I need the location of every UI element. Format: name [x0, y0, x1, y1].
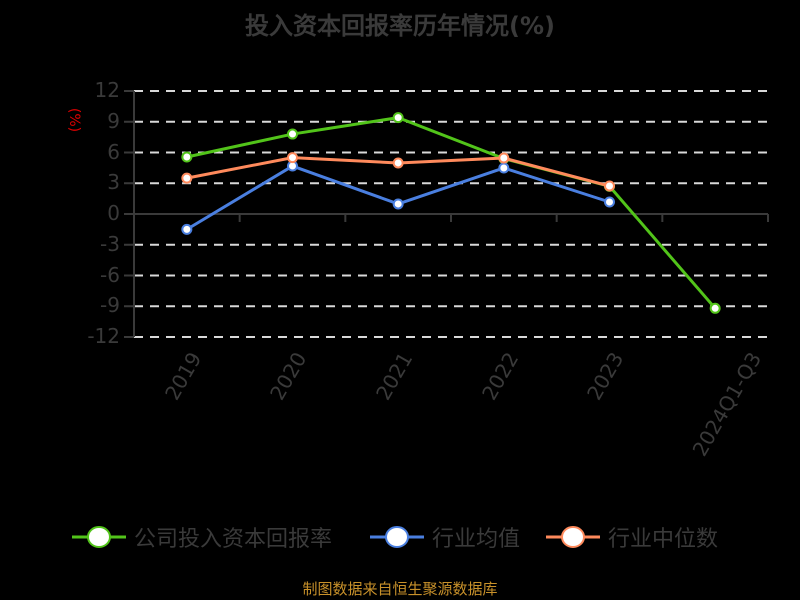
data-point	[604, 180, 615, 192]
legend-marker-industry-avg-icon	[370, 526, 424, 548]
legend: 公司投入资本回报率 行业均值 行业中位数	[0, 522, 800, 552]
y-tick-label: 0	[107, 201, 120, 225]
y-tick-label: 12	[94, 78, 120, 102]
data-point	[181, 151, 193, 163]
series-line-0	[186, 116, 717, 310]
data-source: 制图数据来自恒生聚源数据库	[302, 580, 498, 598]
data-point	[181, 223, 193, 235]
legend-label-industry-avg: 行业均值	[432, 527, 521, 552]
y-tick-label: 9	[107, 108, 120, 133]
data-point	[392, 157, 404, 169]
y-tick-label: -9	[100, 293, 120, 318]
legend-label-company: 公司投入资本回报率	[134, 527, 333, 552]
legend-marker-industry-median-icon	[546, 526, 600, 548]
data-point	[287, 128, 298, 140]
data-point	[709, 302, 721, 314]
legend-label-industry-median: 行业中位数	[608, 527, 719, 552]
data-point	[392, 198, 404, 210]
legend-item-industry-avg[interactable]: 行业均值	[370, 522, 520, 552]
data-point	[498, 152, 510, 164]
data-point	[604, 196, 615, 208]
y-tick-label: 3	[107, 170, 120, 195]
y-tick-label: -6	[100, 262, 120, 287]
data-point	[392, 112, 404, 124]
series-line-1	[186, 164, 610, 231]
y-tick-label: -3	[100, 231, 120, 256]
data-point	[181, 172, 193, 184]
data-point	[287, 152, 298, 164]
legend-item-industry-median[interactable]: 行业中位数	[546, 522, 718, 552]
y-tick-label: -12	[87, 324, 120, 348]
chart-title: 投入资本回报率历年情况(%)	[245, 12, 555, 40]
y-tick-label: 6	[107, 139, 120, 164]
legend-item-company[interactable]: 公司投入资本回报率	[72, 522, 332, 552]
legend-marker-company-icon	[72, 526, 126, 548]
data-point	[498, 162, 510, 174]
